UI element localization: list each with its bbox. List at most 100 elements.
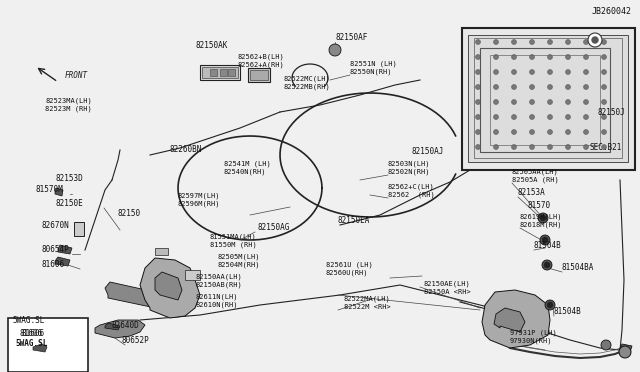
Circle shape <box>547 144 552 150</box>
Polygon shape <box>95 320 145 338</box>
Circle shape <box>529 129 534 135</box>
Circle shape <box>493 70 499 74</box>
Circle shape <box>584 39 589 45</box>
Text: 82560U(RH): 82560U(RH) <box>326 269 369 276</box>
Text: 82640D: 82640D <box>112 321 140 330</box>
Circle shape <box>592 37 598 43</box>
Circle shape <box>566 129 570 135</box>
Text: 82150AB(RH): 82150AB(RH) <box>195 282 242 288</box>
Polygon shape <box>105 323 120 330</box>
Circle shape <box>529 84 534 90</box>
Circle shape <box>511 84 516 90</box>
Text: 82504M(RH): 82504M(RH) <box>218 262 260 268</box>
Text: 82260BN: 82260BN <box>170 145 202 154</box>
Polygon shape <box>74 222 84 236</box>
Text: FRONT: FRONT <box>65 71 88 80</box>
Circle shape <box>566 84 570 90</box>
Polygon shape <box>155 248 168 255</box>
Text: 82502N(RH): 82502N(RH) <box>388 169 431 175</box>
Circle shape <box>538 213 548 223</box>
Polygon shape <box>482 290 550 348</box>
Polygon shape <box>33 344 47 352</box>
Text: 5WAG.SL: 5WAG.SL <box>12 316 44 325</box>
Text: 82150AG: 82150AG <box>258 223 291 232</box>
Circle shape <box>547 99 552 105</box>
Text: 82550N(RH): 82550N(RH) <box>350 68 392 75</box>
Circle shape <box>493 84 499 90</box>
Circle shape <box>584 70 589 74</box>
Text: 82522M <RH>: 82522M <RH> <box>344 304 391 310</box>
Text: 82551N (LH): 82551N (LH) <box>350 61 397 67</box>
Circle shape <box>529 55 534 60</box>
Text: 97931P (LH): 97931P (LH) <box>510 330 557 336</box>
Text: 82619M(LH): 82619M(LH) <box>520 214 563 220</box>
Text: 82596M(RH): 82596M(RH) <box>178 201 221 207</box>
Polygon shape <box>228 69 235 76</box>
Text: 82150E: 82150E <box>56 199 84 208</box>
Polygon shape <box>200 65 240 80</box>
Text: 81606: 81606 <box>42 260 65 269</box>
Circle shape <box>476 99 481 105</box>
Circle shape <box>476 84 481 90</box>
Circle shape <box>547 70 552 74</box>
Text: 81550M (RH): 81550M (RH) <box>210 241 257 248</box>
Circle shape <box>493 39 499 45</box>
Text: JB260042: JB260042 <box>592 7 632 16</box>
Text: 82610N(RH): 82610N(RH) <box>195 301 237 308</box>
Circle shape <box>584 129 589 135</box>
Text: 82562+C(LH): 82562+C(LH) <box>388 183 435 190</box>
Text: 82562  (RH): 82562 (RH) <box>388 192 435 198</box>
Polygon shape <box>105 282 175 310</box>
Polygon shape <box>620 344 632 354</box>
Text: 81504BA: 81504BA <box>562 263 595 272</box>
Circle shape <box>511 99 516 105</box>
Circle shape <box>493 99 499 105</box>
Circle shape <box>543 237 547 243</box>
Polygon shape <box>250 70 268 80</box>
Text: 82523MA(LH): 82523MA(LH) <box>45 97 92 104</box>
Circle shape <box>529 144 534 150</box>
Text: 82562+B(LH): 82562+B(LH) <box>238 54 285 60</box>
Circle shape <box>493 115 499 119</box>
Circle shape <box>329 44 341 56</box>
Circle shape <box>547 115 552 119</box>
Text: 82503N(LH): 82503N(LH) <box>388 160 431 167</box>
Circle shape <box>602 70 607 74</box>
Circle shape <box>566 55 570 60</box>
Text: 82522MC(LH): 82522MC(LH) <box>283 76 330 82</box>
Text: 82597M(LH): 82597M(LH) <box>178 192 221 199</box>
Polygon shape <box>468 35 628 162</box>
Text: 5WAG.SL: 5WAG.SL <box>15 339 47 348</box>
Circle shape <box>511 70 516 74</box>
Circle shape <box>511 129 516 135</box>
Text: 82540N(RH): 82540N(RH) <box>224 169 266 175</box>
Circle shape <box>545 263 550 267</box>
Polygon shape <box>58 245 72 254</box>
Circle shape <box>566 39 570 45</box>
Circle shape <box>545 300 555 310</box>
Circle shape <box>601 340 611 350</box>
Polygon shape <box>140 258 200 318</box>
Circle shape <box>619 346 631 358</box>
Circle shape <box>566 144 570 150</box>
Polygon shape <box>155 272 182 300</box>
Bar <box>8 318 88 372</box>
Bar <box>462 28 635 170</box>
Circle shape <box>602 99 607 105</box>
Circle shape <box>476 70 481 74</box>
Circle shape <box>476 144 481 150</box>
Text: 82522MA(LH): 82522MA(LH) <box>344 295 391 302</box>
Circle shape <box>529 70 534 74</box>
Circle shape <box>602 115 607 119</box>
Text: 82670N: 82670N <box>42 221 70 230</box>
Text: 82505AA(LH): 82505AA(LH) <box>512 169 559 175</box>
Circle shape <box>602 55 607 60</box>
Text: 82611N(LH): 82611N(LH) <box>195 294 237 300</box>
Circle shape <box>540 235 550 245</box>
Polygon shape <box>202 67 238 78</box>
Circle shape <box>529 99 534 105</box>
Polygon shape <box>220 69 227 76</box>
Text: 80652P: 80652P <box>122 336 150 345</box>
Circle shape <box>547 84 552 90</box>
Circle shape <box>493 129 499 135</box>
